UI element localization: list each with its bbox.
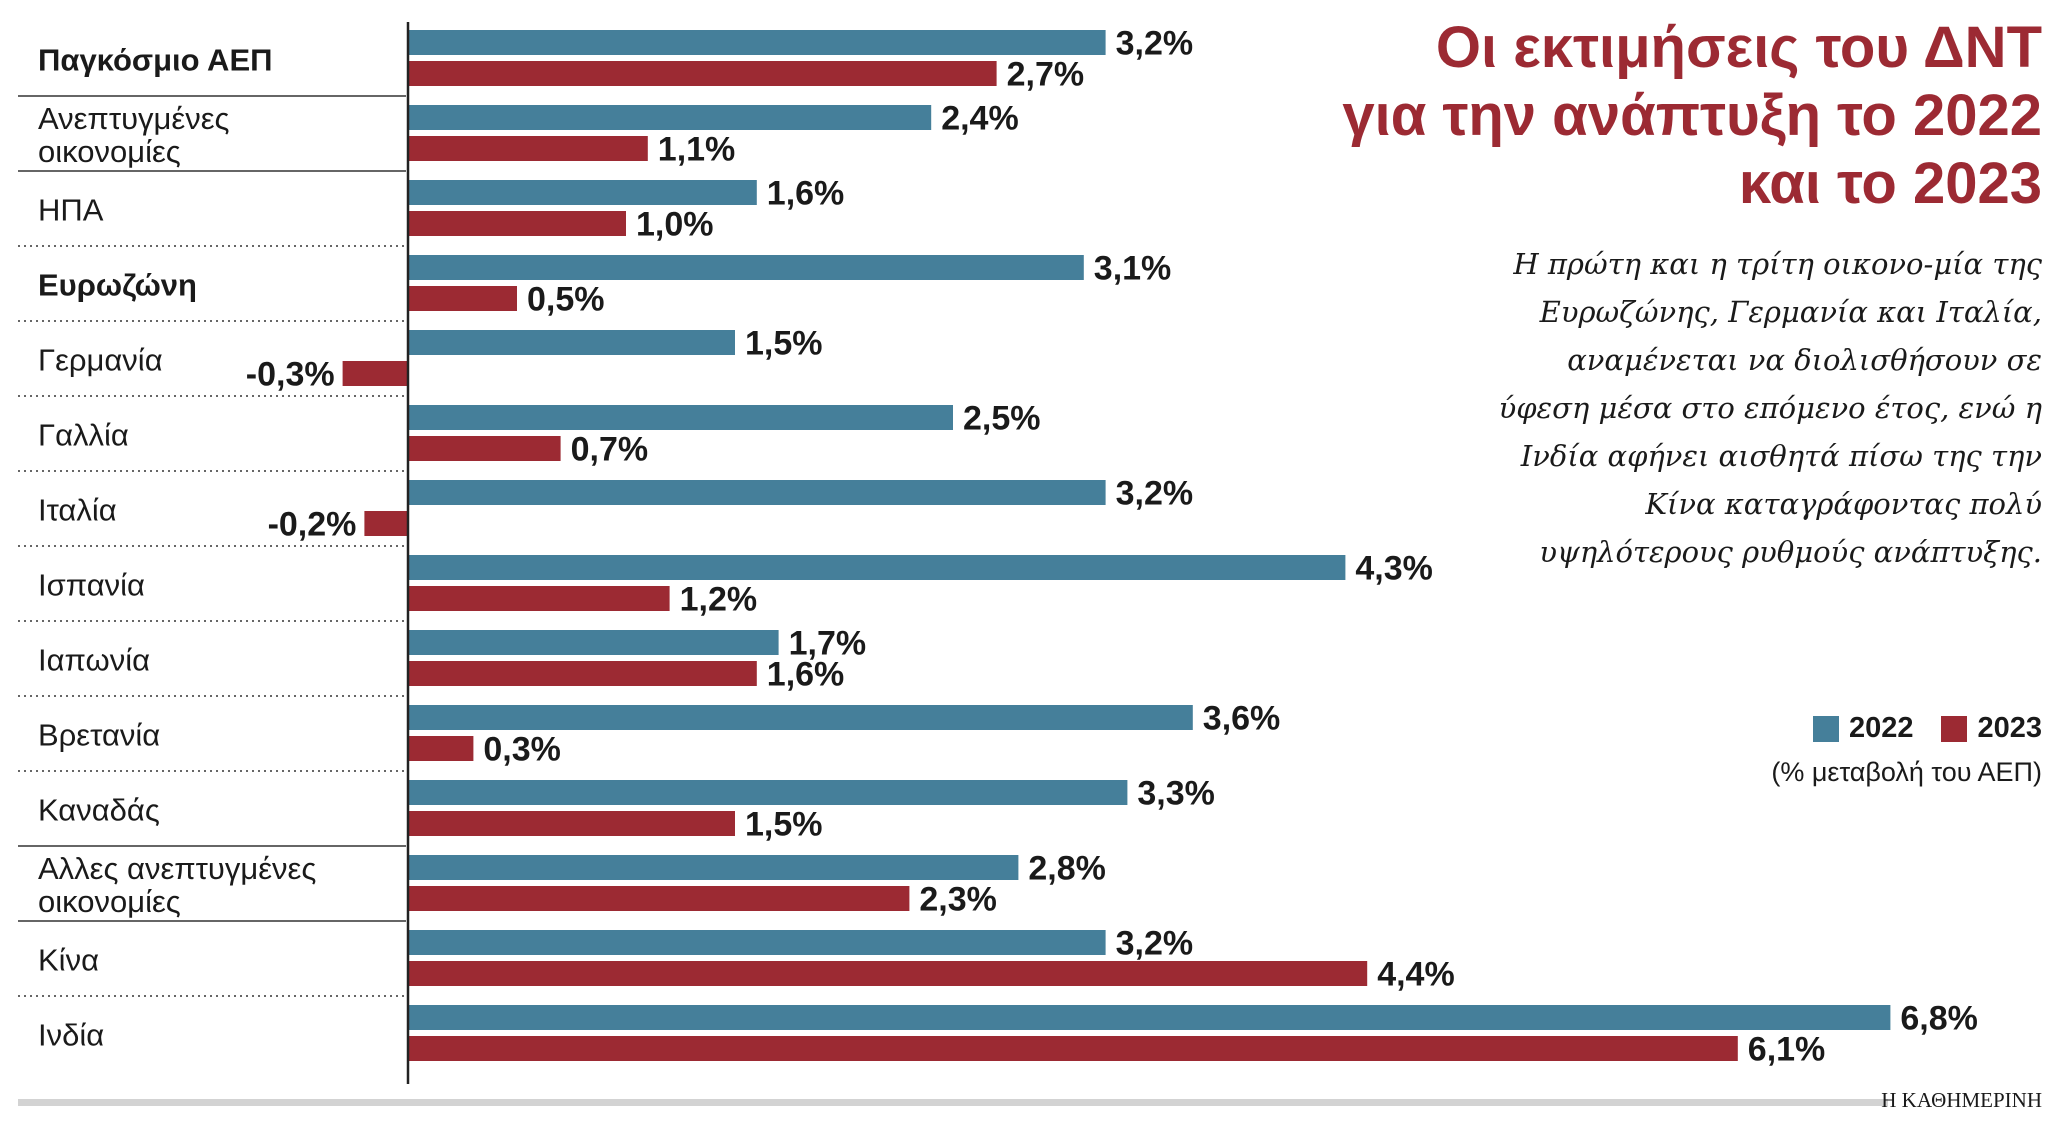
bar-2022 <box>408 555 1346 580</box>
bar-2022 <box>408 480 1106 505</box>
footer-divider <box>18 1099 1888 1106</box>
category-label: Γερμανία <box>38 343 163 378</box>
value-label-2023: -0,2% <box>268 506 357 544</box>
unit-label: (% μεταβολή του ΑΕΠ) <box>1771 757 2042 787</box>
bar-2022 <box>408 255 1084 280</box>
bar-2023 <box>364 511 408 536</box>
value-label-2023: 1,6% <box>767 656 845 694</box>
value-label-2023: 1,0% <box>636 206 714 244</box>
legend-label-2023: 2023 <box>1977 712 2042 744</box>
bar-2022 <box>408 105 932 130</box>
bar-2023 <box>408 811 735 836</box>
bar-2023 <box>408 961 1368 986</box>
value-label-2022: 3,1% <box>1094 250 1172 288</box>
bar-2022 <box>408 930 1106 955</box>
value-label-2022: 4,3% <box>1355 550 1433 588</box>
legend-label-2022: 2022 <box>1848 712 1914 744</box>
bar-2022 <box>408 330 735 355</box>
value-label-2023: 1,2% <box>680 581 758 619</box>
bar-2022 <box>408 630 779 655</box>
bar-2023 <box>408 661 757 686</box>
value-label-2023: 4,4% <box>1377 956 1455 994</box>
value-label-2023: -0,3% <box>246 356 335 394</box>
value-label-2022: 1,7% <box>789 625 867 663</box>
value-label-2023: 0,3% <box>483 731 561 769</box>
bar-2023 <box>342 361 408 386</box>
legend-item-2023: 2023 <box>1941 712 2042 745</box>
value-label-2022: 2,4% <box>941 100 1019 138</box>
chart-subtitle: Η πρώτη και η τρίτη οικονο-μία της Ευρωζ… <box>1498 247 2042 569</box>
chart-title: Οι εκτιμήσεις του ΔΝΤ για την ανάπτυξη τ… <box>1342 15 2042 216</box>
value-label-2022: 3,2% <box>1116 925 1194 963</box>
value-label-2023: 2,7% <box>1007 56 1085 94</box>
legend-swatch-2022 <box>1812 715 1839 742</box>
category-label: Ινδία <box>38 1018 104 1053</box>
category-label: Ιταλία <box>38 493 117 528</box>
value-label-2022: 6,8% <box>1900 1000 1978 1038</box>
category-label: Παγκόσμιο ΑΕΠ <box>38 43 273 78</box>
value-label-2022: 3,2% <box>1116 475 1194 513</box>
category-label: Βρετανία <box>38 718 160 753</box>
category-label: Γαλλία <box>38 418 129 453</box>
value-label-2022: 1,5% <box>745 325 823 363</box>
bar-2022 <box>408 180 757 205</box>
bar-2023 <box>408 61 997 86</box>
category-label: Καναδάς <box>38 793 160 828</box>
bar-2023 <box>408 436 561 461</box>
value-label-2023: 2,3% <box>919 881 997 919</box>
bar-2022 <box>408 780 1128 805</box>
bar-2022 <box>408 30 1106 55</box>
category-label: οικονομίες <box>38 134 181 169</box>
bar-2023 <box>408 136 648 161</box>
category-label: Ανεπτυγμένες <box>38 101 229 136</box>
category-label: Ιαπωνία <box>38 643 150 678</box>
bar-2023 <box>408 1036 1738 1061</box>
bar-2023 <box>408 886 910 911</box>
legend-item-2022: 2022 <box>1812 712 1914 745</box>
value-label-2022: 2,5% <box>963 400 1041 438</box>
value-label-2022: 3,3% <box>1137 775 1215 813</box>
value-label-2023: 6,1% <box>1748 1031 1826 1069</box>
category-label: Ευρωζώνη <box>38 268 197 303</box>
source-credit: Η ΚΑΘΗΜΕΡΙΝΗ <box>1881 1088 2042 1112</box>
value-label-2022: 3,2% <box>1116 25 1194 63</box>
category-label: Κίνα <box>38 943 99 978</box>
category-label: οικονομίες <box>38 884 181 919</box>
bar-2022 <box>408 405 953 430</box>
legend-swatch-2023 <box>1941 715 1968 742</box>
bar-2022 <box>408 855 1019 880</box>
bar-2023 <box>408 586 670 611</box>
category-label: Ισπανία <box>38 568 145 603</box>
category-label: Αλλες ανεπτυγμένες <box>38 851 316 886</box>
value-label-2022: 1,6% <box>767 175 845 213</box>
bar-2022 <box>408 705 1193 730</box>
legend: 2022 2023 <box>1795 712 2042 745</box>
value-label-2023: 1,1% <box>658 131 736 169</box>
value-label-2022: 3,6% <box>1203 700 1281 738</box>
category-label: ΗΠΑ <box>38 193 104 228</box>
bar-2023 <box>408 286 517 311</box>
bar-2023 <box>408 736 474 761</box>
bar-2022 <box>408 1005 1891 1030</box>
value-label-2023: 0,5% <box>527 281 605 319</box>
value-label-2023: 1,5% <box>745 806 823 844</box>
bar-2023 <box>408 211 626 236</box>
value-label-2022: 2,8% <box>1028 850 1106 888</box>
value-label-2023: 0,7% <box>571 431 649 469</box>
